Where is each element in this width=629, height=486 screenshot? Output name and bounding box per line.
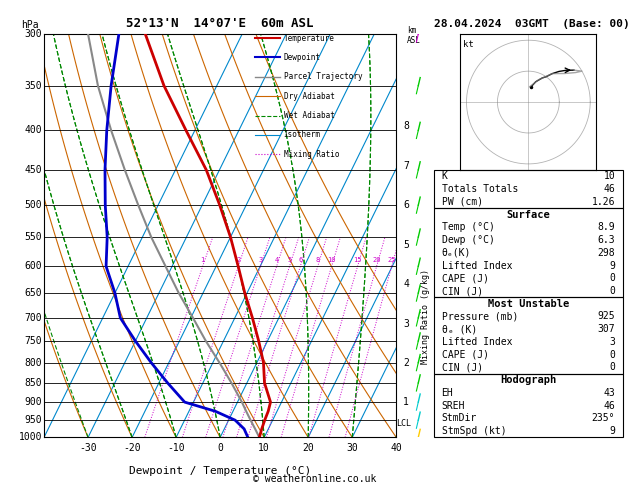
Text: -20: -20 xyxy=(123,443,141,453)
Text: 6: 6 xyxy=(403,200,409,210)
Text: 10: 10 xyxy=(327,257,336,263)
Text: CAPE (J): CAPE (J) xyxy=(442,349,489,360)
Text: θₑ (K): θₑ (K) xyxy=(442,324,477,334)
Text: 950: 950 xyxy=(25,415,42,425)
Text: 8: 8 xyxy=(316,257,320,263)
Text: 850: 850 xyxy=(25,378,42,388)
Text: LCL: LCL xyxy=(397,419,411,428)
Text: 0: 0 xyxy=(610,286,615,296)
Text: 46: 46 xyxy=(603,184,615,194)
Text: Hodograph: Hodograph xyxy=(500,375,557,385)
Text: Temp (°C): Temp (°C) xyxy=(442,223,494,232)
Text: 10: 10 xyxy=(259,443,270,453)
Text: Pressure (mb): Pressure (mb) xyxy=(442,312,518,321)
Text: © weatheronline.co.uk: © weatheronline.co.uk xyxy=(253,473,376,484)
Text: Mixing Ratio (g/kg): Mixing Ratio (g/kg) xyxy=(421,269,430,364)
Text: 450: 450 xyxy=(25,165,42,175)
Text: 298: 298 xyxy=(598,248,615,258)
Text: 0: 0 xyxy=(610,349,615,360)
Text: Parcel Trajectory: Parcel Trajectory xyxy=(284,72,362,81)
Text: EH: EH xyxy=(442,388,454,398)
Text: CAPE (J): CAPE (J) xyxy=(442,273,489,283)
Text: 2: 2 xyxy=(237,257,240,263)
Text: 1: 1 xyxy=(201,257,205,263)
Text: 20: 20 xyxy=(372,257,381,263)
Text: -30: -30 xyxy=(79,443,97,453)
Text: CIN (J): CIN (J) xyxy=(442,363,482,372)
Text: 307: 307 xyxy=(598,324,615,334)
Text: 925: 925 xyxy=(598,312,615,321)
Text: K: K xyxy=(442,172,447,181)
Text: hPa: hPa xyxy=(21,20,39,30)
Text: 25: 25 xyxy=(387,257,396,263)
Text: 5: 5 xyxy=(287,257,292,263)
Text: -10: -10 xyxy=(167,443,185,453)
Text: 650: 650 xyxy=(25,288,42,298)
Text: 500: 500 xyxy=(25,200,42,210)
Text: 350: 350 xyxy=(25,81,42,91)
Text: Mixing Ratio: Mixing Ratio xyxy=(284,150,339,159)
Text: 1.26: 1.26 xyxy=(592,197,615,207)
Text: Lifted Index: Lifted Index xyxy=(442,260,512,271)
Text: 300: 300 xyxy=(25,29,42,39)
Text: Isotherm: Isotherm xyxy=(284,130,321,139)
Text: 40: 40 xyxy=(391,443,402,453)
Text: Dewp (°C): Dewp (°C) xyxy=(442,235,494,245)
Text: Dry Adiabat: Dry Adiabat xyxy=(284,92,335,101)
Text: 6: 6 xyxy=(298,257,303,263)
Text: 600: 600 xyxy=(25,261,42,271)
Text: 7: 7 xyxy=(403,161,409,171)
Text: 8: 8 xyxy=(403,122,409,132)
Text: 1000: 1000 xyxy=(19,433,42,442)
Text: 0: 0 xyxy=(217,443,223,453)
Text: 750: 750 xyxy=(25,336,42,346)
Text: 4: 4 xyxy=(403,279,409,289)
Text: PW (cm): PW (cm) xyxy=(442,197,482,207)
Text: 9: 9 xyxy=(610,426,615,436)
Text: 15: 15 xyxy=(353,257,362,263)
Text: 0: 0 xyxy=(610,363,615,372)
Text: 400: 400 xyxy=(25,125,42,136)
Text: Surface: Surface xyxy=(506,209,550,220)
Text: SREH: SREH xyxy=(442,400,465,411)
Text: 235°: 235° xyxy=(592,413,615,423)
Text: 4: 4 xyxy=(274,257,279,263)
Text: 1: 1 xyxy=(403,398,409,407)
Text: 700: 700 xyxy=(25,313,42,323)
Text: θₑ(K): θₑ(K) xyxy=(442,248,471,258)
Text: 9: 9 xyxy=(610,260,615,271)
Text: 20: 20 xyxy=(303,443,314,453)
Text: 900: 900 xyxy=(25,397,42,407)
Text: kt: kt xyxy=(464,40,474,49)
Text: 43: 43 xyxy=(603,388,615,398)
Text: 0: 0 xyxy=(610,273,615,283)
Text: StmDir: StmDir xyxy=(442,413,477,423)
Text: 6.3: 6.3 xyxy=(598,235,615,245)
Text: 2: 2 xyxy=(403,358,409,368)
Text: 3: 3 xyxy=(403,318,409,329)
Text: 46: 46 xyxy=(603,400,615,411)
Text: Dewpoint / Temperature (°C): Dewpoint / Temperature (°C) xyxy=(129,466,311,476)
Text: Lifted Index: Lifted Index xyxy=(442,337,512,347)
Text: 52°13'N  14°07'E  60m ASL: 52°13'N 14°07'E 60m ASL xyxy=(126,17,314,30)
Text: Totals Totals: Totals Totals xyxy=(442,184,518,194)
Text: 5: 5 xyxy=(403,240,409,250)
Text: Most Unstable: Most Unstable xyxy=(487,299,569,309)
Text: Temperature: Temperature xyxy=(284,34,335,43)
Text: Wet Adiabat: Wet Adiabat xyxy=(284,111,335,120)
Text: Dewpoint: Dewpoint xyxy=(284,53,321,62)
Text: 3: 3 xyxy=(259,257,262,263)
Text: 550: 550 xyxy=(25,232,42,242)
Text: 10: 10 xyxy=(603,172,615,181)
Text: km
ASL: km ASL xyxy=(407,26,421,45)
Text: 8.9: 8.9 xyxy=(598,223,615,232)
Text: 30: 30 xyxy=(347,443,358,453)
Text: CIN (J): CIN (J) xyxy=(442,286,482,296)
Text: 28.04.2024  03GMT  (Base: 00): 28.04.2024 03GMT (Base: 00) xyxy=(434,19,629,29)
Text: 800: 800 xyxy=(25,358,42,367)
Text: 3: 3 xyxy=(610,337,615,347)
Text: StmSpd (kt): StmSpd (kt) xyxy=(442,426,506,436)
